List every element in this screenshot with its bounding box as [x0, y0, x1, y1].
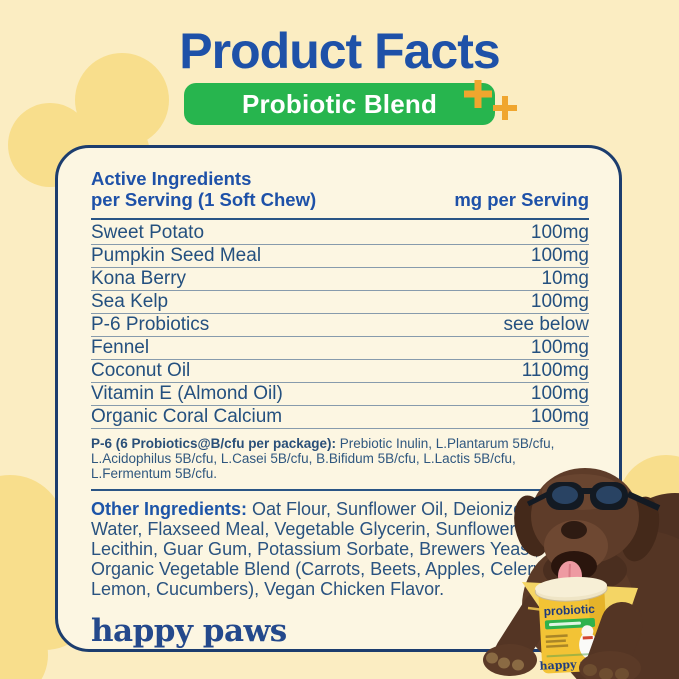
probiotic-blend-badge: Probiotic Blend: [184, 83, 495, 125]
ingredient-name: Pumpkin Seed Meal: [91, 245, 262, 266]
ingredient-name: P-6 Probiotics: [91, 314, 210, 335]
sunglasses-icon: [526, 482, 661, 511]
active-ingredients-header: Active Ingredients per Serving (1 Soft C…: [91, 168, 317, 210]
plus-icon: [464, 80, 517, 120]
table-row: Sweet Potato 100mg: [91, 222, 589, 245]
dog-right-paw: [579, 602, 643, 679]
table-row: Kona Berry 10mg: [91, 268, 589, 291]
table-row: Pumpkin Seed Meal 100mg: [91, 245, 589, 268]
footnote-label: P-6 (6 Probiotics@B/cfu per package):: [91, 436, 336, 451]
ingredient-name: Organic Coral Calcium: [91, 406, 283, 427]
jar-product-name: probiotic: [543, 602, 595, 619]
ingredient-table: Sweet Potato 100mg Pumpkin Seed Meal 100…: [91, 222, 589, 429]
ingredient-amount: 100mg: [530, 383, 589, 404]
table-header: Active Ingredients per Serving (1 Soft C…: [91, 168, 589, 210]
table-row: Vitamin E (Almond Oil) 100mg: [91, 383, 589, 406]
table-row: Fennel 100mg: [91, 337, 589, 360]
product-facts-panel: Active Ingredients per Serving (1 Soft C…: [55, 145, 622, 652]
other-ingredients: Other Ingredients: Oat Flour, Sunflower …: [91, 499, 557, 599]
cloud-shape-bottom-left: [0, 475, 95, 679]
ingredient-name: Vitamin E (Almond Oil): [91, 383, 283, 404]
ingredient-amount: 100mg: [530, 406, 589, 427]
ingredient-name: Fennel: [91, 337, 150, 358]
ingredient-name: Sea Kelp: [91, 291, 169, 312]
ingredient-amount: 100mg: [530, 291, 589, 312]
other-ingredients-label: Other Ingredients:: [91, 499, 248, 520]
brand-logo: happy paws: [91, 613, 287, 650]
ingredient-amount: see below: [503, 314, 589, 335]
ingredient-name: Kona Berry: [91, 268, 187, 289]
ingredient-amount: 100mg: [530, 245, 589, 266]
ingredient-name: Sweet Potato: [91, 222, 205, 243]
other-ingredients-text: Oat Flour, Sunflower Oil, Deionized Wate…: [91, 499, 546, 599]
table-row: Coconut Oil 1100mg: [91, 360, 589, 383]
table-row: Organic Coral Calcium 100mg: [91, 406, 589, 429]
table-row: Sea Kelp 100mg: [91, 291, 589, 314]
ingredient-amount: 100mg: [530, 222, 589, 243]
divider: [91, 489, 589, 492]
ingredient-amount: 1100mg: [521, 360, 589, 381]
badge-label: Probiotic Blend: [241, 88, 438, 119]
footnote-text: Prebiotic Inulin, L.Plantarum 5B/cfu, L.…: [91, 436, 555, 481]
dog-photo: probiotic happy paws: [483, 455, 679, 679]
page-title: Product Facts: [179, 23, 500, 79]
table-row: P-6 Probiotics see below: [91, 314, 589, 337]
ingredient-amount: 100mg: [530, 337, 589, 358]
divider: [91, 218, 589, 220]
p6-probiotics-footnote: P-6 (6 Probiotics@B/cfu per package): Pr…: [91, 436, 581, 481]
amount-column-header: mg per Serving: [454, 189, 589, 210]
ingredient-amount: 10mg: [541, 268, 589, 289]
ingredient-name: Coconut Oil: [91, 360, 191, 381]
